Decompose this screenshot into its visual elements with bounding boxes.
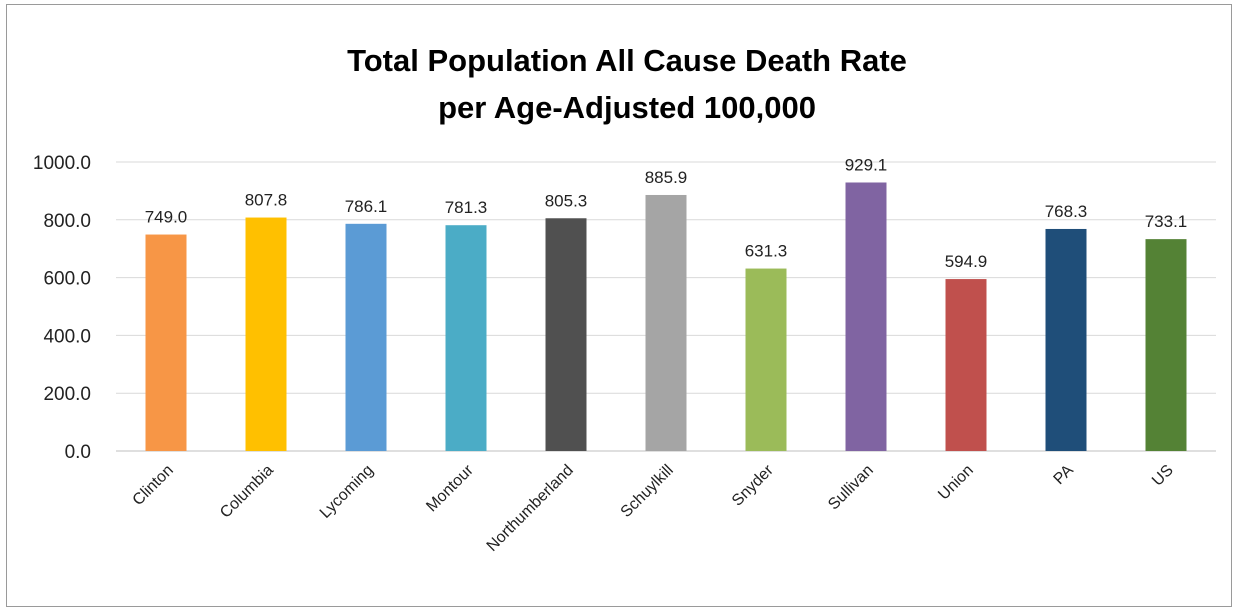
y-tick-label: 200.0: [43, 384, 91, 405]
y-tick-label: 0.0: [65, 442, 91, 463]
chart-frame: Total Population All Cause Death Rate pe…: [6, 4, 1232, 607]
x-category-label: Snyder: [729, 461, 777, 509]
data-label: 786.1: [345, 197, 388, 216]
x-category-label: Columbia: [217, 462, 277, 522]
x-axis-category-labels: Clinton Columbia Lycoming Montour Northumber…: [130, 461, 1177, 555]
bar-columbia: [245, 217, 287, 451]
x-category-label: Union: [935, 462, 977, 504]
y-tick-label: 800.0: [43, 211, 91, 232]
bar-snyder: [745, 268, 787, 451]
chart-title-line-2: per Age-Adjusted 100,000: [438, 90, 816, 125]
data-labels: 749.0 807.8 786.1 781.3 805.3 885.9 631.3 929.1…: [145, 155, 1188, 271]
x-category-label: Northumberland: [484, 462, 577, 555]
data-label: 807.8: [245, 191, 288, 210]
x-category-label: Montour: [423, 461, 477, 515]
y-axis-tick-labels: 0.0 200.0 400.0 600.0 800.0 1000.0: [33, 153, 91, 463]
x-category-label: Sullivan: [825, 462, 877, 514]
x-category-label: Schuylkill: [618, 462, 677, 521]
x-category-label: Lycoming: [317, 462, 377, 522]
bar-union: [945, 279, 987, 451]
y-tick-label: 600.0: [43, 269, 91, 290]
x-category-label: PA: [1051, 462, 1078, 489]
bar-lycoming: [345, 223, 387, 451]
data-label: 594.9: [945, 252, 988, 271]
y-tick-label: 1000.0: [33, 153, 91, 174]
chart-title-line-1: Total Population All Cause Death Rate: [347, 43, 907, 78]
data-label: 805.3: [545, 191, 588, 210]
bars: [145, 182, 1187, 451]
data-label: 749.0: [145, 208, 188, 227]
data-label: 631.3: [745, 242, 788, 261]
data-label: 768.3: [1045, 202, 1088, 221]
x-category-label: US: [1149, 462, 1177, 490]
bar-northumberland: [545, 218, 587, 451]
x-category-label: Clinton: [130, 462, 177, 509]
bar-chart: Total Population All Cause Death Rate pe…: [33, 43, 1216, 555]
bar-schuylkill: [645, 194, 687, 451]
data-label: 885.9: [645, 168, 688, 187]
bar-montour: [445, 225, 487, 451]
data-label: 781.3: [445, 198, 488, 217]
data-label: 733.1: [1145, 212, 1188, 231]
bar-pa: [1045, 228, 1087, 451]
bar-us: [1145, 239, 1187, 451]
data-label: 929.1: [845, 155, 888, 174]
bar-clinton: [145, 234, 187, 451]
y-tick-label: 400.0: [43, 326, 91, 347]
bar-sullivan: [845, 182, 887, 451]
